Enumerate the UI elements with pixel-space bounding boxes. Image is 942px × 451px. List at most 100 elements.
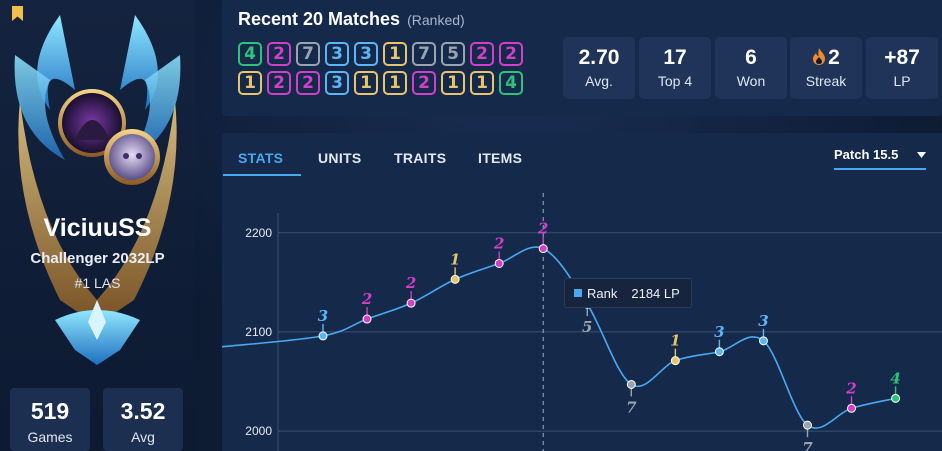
series-swatch bbox=[574, 289, 582, 297]
placement-label: 3 bbox=[758, 312, 768, 330]
y-tick-label: 2100 bbox=[245, 325, 272, 339]
placement-chip[interactable]: 2 bbox=[296, 71, 320, 95]
summary-value: +87 bbox=[884, 46, 920, 69]
placement-chip[interactable]: 7 bbox=[412, 42, 436, 66]
bookmark-icon[interactable] bbox=[12, 6, 23, 21]
player-name: ViciuuSS bbox=[43, 214, 152, 242]
data-point bbox=[802, 420, 812, 430]
placement-chip[interactable]: 2 bbox=[470, 42, 494, 66]
data-point bbox=[538, 244, 548, 254]
placement-chip[interactable]: 1 bbox=[354, 71, 378, 95]
summary-value: 17 bbox=[663, 46, 687, 69]
companion-portrait bbox=[109, 134, 155, 180]
streak-number: 2 bbox=[828, 46, 840, 69]
summary-lp: +87 LP bbox=[866, 37, 938, 99]
placement-chip[interactable]: 7 bbox=[296, 42, 320, 66]
data-point bbox=[891, 393, 901, 403]
placement-label: 3 bbox=[714, 323, 724, 341]
placement-label: 2 bbox=[361, 290, 372, 308]
placement-chip[interactable]: 2 bbox=[499, 42, 523, 66]
data-point bbox=[494, 258, 504, 268]
placement-label: 1 bbox=[450, 250, 460, 268]
placement-label: 2 bbox=[493, 234, 504, 252]
data-point bbox=[758, 336, 768, 346]
placement-chip[interactable]: 1 bbox=[383, 42, 407, 66]
placement-chip[interactable]: 2 bbox=[267, 42, 291, 66]
flame-icon bbox=[813, 48, 826, 65]
tab-traits[interactable]: TRAITS bbox=[394, 150, 447, 166]
data-point bbox=[626, 379, 636, 389]
placement-chip[interactable]: 5 bbox=[441, 42, 465, 66]
placement-chip[interactable]: 3 bbox=[354, 42, 378, 66]
tab-units[interactable]: UNITS bbox=[318, 150, 362, 166]
placement-label: 2 bbox=[405, 274, 416, 292]
placement-chip[interactable]: 1 bbox=[470, 71, 494, 95]
placement-chip[interactable]: 4 bbox=[499, 71, 523, 95]
summary-streak: 2 Streak bbox=[790, 37, 862, 99]
games-stat: 519 Games bbox=[10, 388, 90, 451]
placement-chip[interactable]: 2 bbox=[412, 71, 436, 95]
data-point bbox=[318, 331, 328, 341]
player-rank: Challenger 2032LP bbox=[30, 250, 165, 267]
placement-label: 7 bbox=[626, 398, 637, 416]
placement-label: 5 bbox=[582, 318, 592, 336]
patch-label: Patch 15.5 bbox=[834, 147, 899, 162]
placement-chip[interactable]: 3 bbox=[325, 42, 349, 66]
lp-history-chart[interactable]: 2000 2100 2200 3 2 2 1 2 2 5 7 1 3 3 7 2 4 bbox=[222, 193, 942, 451]
summary-value: 6 bbox=[745, 46, 757, 69]
tab-bar: STATS UNITS TRAITS ITEMS Patch 15.5 bbox=[222, 133, 942, 177]
summary-label: Top 4 bbox=[657, 73, 693, 89]
profile-card: ViciuuSS Challenger 2032LP #1 LAS 519 Ga… bbox=[0, 0, 195, 451]
tab-stats[interactable]: STATS bbox=[238, 150, 284, 166]
placement-label: 3 bbox=[318, 307, 328, 325]
placement-chip[interactable]: 1 bbox=[238, 71, 262, 95]
summary-value: 2.70 bbox=[578, 46, 620, 69]
data-point bbox=[714, 347, 724, 357]
chevron-down-icon bbox=[917, 152, 926, 158]
region-rank: #1 LAS bbox=[74, 275, 121, 291]
games-value: 519 bbox=[30, 398, 70, 424]
avg-value: 3.52 bbox=[120, 398, 166, 424]
summary-label: Avg. bbox=[585, 73, 613, 89]
chart-tooltip: Rank 2184 LP bbox=[564, 278, 692, 308]
placement-label: 2 bbox=[537, 220, 548, 238]
recent-matches-title: Recent 20 Matches (Ranked) bbox=[238, 9, 465, 30]
data-point bbox=[847, 403, 857, 413]
summary-label: Streak bbox=[805, 73, 847, 89]
avg-label: Avg bbox=[131, 429, 155, 445]
placement-label: 4 bbox=[890, 369, 900, 387]
placement-label: 1 bbox=[670, 332, 680, 350]
summary-streak-value: 2 bbox=[790, 46, 862, 70]
placement-chip[interactable]: 1 bbox=[441, 71, 465, 95]
placement-chip[interactable]: 4 bbox=[238, 42, 262, 66]
y-tick-label: 2000 bbox=[245, 424, 272, 438]
tab-items[interactable]: ITEMS bbox=[478, 150, 523, 166]
rank-emblem bbox=[14, 15, 181, 365]
placement-label: 7 bbox=[802, 439, 813, 451]
summary-label: Won bbox=[736, 73, 766, 89]
y-tick-label: 2200 bbox=[245, 226, 272, 240]
avg-stat: 3.52 Avg bbox=[103, 388, 183, 451]
tooltip-value: 2184 LP bbox=[631, 285, 680, 301]
data-point bbox=[670, 356, 680, 366]
data-point bbox=[362, 314, 372, 324]
placement-label: 2 bbox=[845, 379, 856, 397]
tooltip-label: Rank bbox=[587, 285, 618, 301]
patch-dropdown[interactable]: Patch 15.5 bbox=[834, 147, 926, 170]
active-tab-indicator bbox=[223, 174, 301, 176]
placement-chip[interactable]: 2 bbox=[267, 71, 291, 95]
data-point bbox=[450, 274, 460, 284]
placement-chip[interactable]: 3 bbox=[325, 71, 349, 95]
stats-panel: STATS UNITS TRAITS ITEMS Patch 15.5 2000… bbox=[222, 133, 942, 451]
summary-avg: 2.70 Avg. bbox=[563, 37, 635, 99]
data-point bbox=[406, 298, 416, 308]
recent-subtitle: (Ranked) bbox=[407, 12, 465, 28]
summary-won: 6 Won bbox=[715, 37, 787, 99]
recent-title-text: Recent 20 Matches bbox=[238, 9, 401, 29]
placement-chip[interactable]: 1 bbox=[383, 71, 407, 95]
games-label: Games bbox=[27, 429, 73, 445]
summary-top4: 17 Top 4 bbox=[639, 37, 711, 99]
